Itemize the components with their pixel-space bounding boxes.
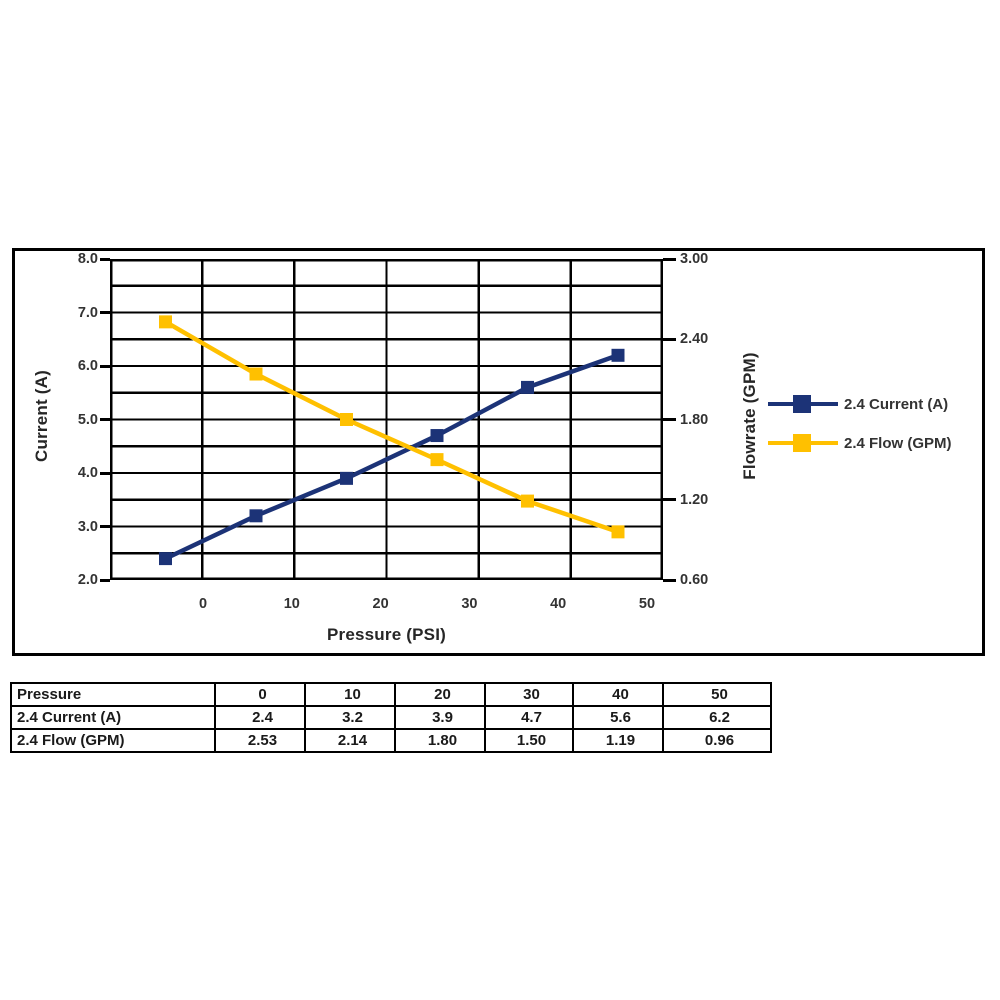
data-point-marker bbox=[340, 413, 353, 426]
y-axis-right-tick-label: 1.20 bbox=[680, 491, 709, 508]
chart-panel-border bbox=[12, 248, 985, 656]
y-axis-left-tick-mark bbox=[100, 418, 110, 421]
table-cell: 5.6 bbox=[572, 705, 664, 730]
table-cell: 3.9 bbox=[394, 705, 486, 730]
table-cell: 30 bbox=[484, 682, 574, 707]
y-axis-right-tick-label: 0.60 bbox=[680, 572, 709, 588]
table-cell: 0 bbox=[214, 682, 306, 707]
chart-svg bbox=[110, 259, 663, 580]
plot-area bbox=[110, 259, 663, 580]
y-axis-left-tick-label: 8.0 bbox=[77, 251, 98, 267]
y-axis-right-tick-label: 1.80 bbox=[680, 411, 709, 428]
chart-panel: Current (A) Flowrate (GPM) Pressure (PSI… bbox=[12, 248, 985, 656]
y-axis-left-tick-label: 3.0 bbox=[77, 518, 98, 535]
legend-label: 2.4 Current (A) bbox=[844, 395, 949, 413]
table-cell: 0.96 bbox=[662, 728, 772, 753]
y-axis-left-tick-label: 4.0 bbox=[77, 465, 98, 481]
data-point-marker bbox=[159, 315, 172, 329]
series-line bbox=[163, 353, 621, 561]
legend-entry: 2.4 Current (A) bbox=[768, 394, 952, 414]
legend-square bbox=[793, 434, 811, 452]
table-cell: 2.53 bbox=[214, 728, 306, 753]
legend-square bbox=[793, 395, 811, 413]
table-cell: 2.14 bbox=[304, 728, 396, 753]
y-axis-right-tick-mark bbox=[663, 578, 676, 582]
legend: 2.4 Current (A) 2.4 Flow (GPM) bbox=[768, 394, 952, 472]
table-row-label: 2.4 Current (A) bbox=[10, 705, 216, 730]
table-cell: 4.7 bbox=[484, 705, 574, 730]
table-header-row: Pressure 0 10 20 30 40 50 bbox=[10, 682, 772, 707]
legend-label: 2.4 Flow (GPM) bbox=[844, 434, 952, 452]
y-axis-right-tick-mark bbox=[663, 337, 676, 341]
table-cell: 50 bbox=[662, 682, 772, 707]
y-axis-left-tick-label: 5.0 bbox=[77, 411, 98, 428]
flow-table: Pressure 0 10 20 30 40 50 2.4 Current (A) 2.4 3.2… bbox=[10, 682, 772, 753]
plot-border bbox=[110, 259, 663, 580]
table-cell: 2.4 bbox=[214, 705, 306, 730]
table-cell: 1.50 bbox=[484, 728, 574, 753]
data-point-marker bbox=[430, 453, 444, 467]
y-axis-right-tick-mark bbox=[663, 257, 676, 261]
table-cell: 10 bbox=[304, 682, 396, 707]
data-point-marker bbox=[521, 380, 534, 394]
data-point-marker bbox=[340, 471, 353, 485]
legend-entry: 2.4 Flow (GPM) bbox=[768, 433, 952, 453]
x-axis-tick-label: 40 bbox=[550, 596, 567, 612]
x-axis-tick-label: 0 bbox=[198, 596, 208, 612]
y-axis-left-tick-mark bbox=[100, 525, 110, 528]
y-axis-left-tick-mark bbox=[100, 578, 110, 582]
table-cell: 40 bbox=[572, 682, 664, 707]
data-point-marker bbox=[611, 348, 625, 362]
y-axis-left-tick-mark bbox=[100, 311, 110, 314]
legend-marker-icon bbox=[768, 433, 838, 453]
x-axis-tick-label: 10 bbox=[283, 596, 300, 612]
x-axis-tick-label: 50 bbox=[638, 596, 656, 612]
y-axis-left-tick-label: 6.0 bbox=[77, 358, 98, 374]
data-point-marker bbox=[249, 367, 263, 381]
y-axis-right-tick-mark bbox=[663, 498, 676, 502]
table-cell: 3.2 bbox=[304, 705, 396, 730]
table-cell: 20 bbox=[394, 682, 486, 707]
table-row: 2.4 Current (A) 2.4 3.2 3.9 4.7 5.6 6.2 bbox=[10, 705, 772, 730]
x-axis-title: Pressure (PSI) bbox=[326, 625, 447, 644]
y-axis-left-tick-label: 2.0 bbox=[77, 572, 98, 588]
y-axis-left-tick-mark bbox=[100, 471, 110, 475]
y-axis-left-tick-label: 7.0 bbox=[77, 304, 98, 321]
table-row: 2.4 Flow (GPM) 2.53 2.14 1.80 1.50 1.19 0.96 bbox=[10, 728, 772, 753]
data-point-marker bbox=[521, 494, 534, 508]
y-axis-left-tick-mark bbox=[100, 257, 110, 261]
table-row-label: 2.4 Flow (GPM) bbox=[10, 728, 216, 753]
x-axis-tick-label: 30 bbox=[461, 596, 478, 612]
data-point-marker bbox=[159, 552, 172, 566]
table-cell: 6.2 bbox=[662, 705, 772, 730]
table-cell: 1.19 bbox=[572, 728, 664, 753]
y-axis-right-tick-mark bbox=[663, 418, 676, 421]
data-point-marker bbox=[430, 429, 444, 443]
table-cell: 1.80 bbox=[394, 728, 486, 753]
right-axis-title: Flowrate (GPM) bbox=[740, 352, 759, 480]
y-axis-right-tick-label: 2.40 bbox=[680, 331, 709, 348]
legend-marker-icon bbox=[768, 394, 838, 414]
series-line bbox=[163, 319, 621, 535]
y-axis-right-tick-label: 3.00 bbox=[680, 251, 709, 267]
x-axis-tick-label: 20 bbox=[372, 596, 389, 612]
data-point-marker bbox=[249, 509, 263, 523]
y-axis-left-tick-mark bbox=[100, 364, 110, 368]
data-point-marker bbox=[611, 525, 625, 539]
table-row-label: Pressure bbox=[10, 682, 216, 707]
